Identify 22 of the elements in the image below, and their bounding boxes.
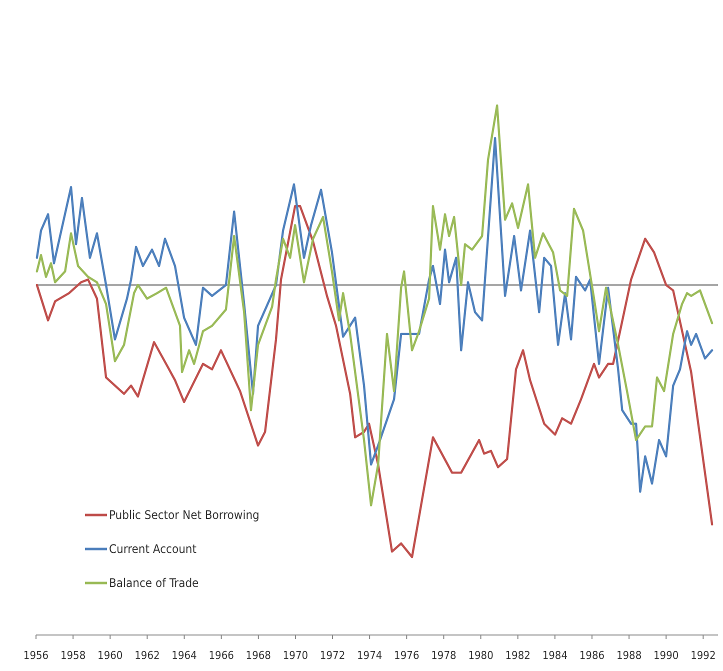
x-tick-label: 1968	[246, 649, 271, 662]
x-tick-label: 1972	[320, 649, 346, 662]
x-tick-label: 1990	[654, 649, 679, 662]
x-tick-label: 1966	[208, 649, 234, 662]
x-tick-label: 1982	[505, 649, 530, 662]
x-tick-label: 1960	[98, 649, 123, 662]
x-tick-label: 1986	[579, 649, 605, 662]
x-tick-label: 1988	[616, 649, 642, 662]
x-tick-label: 1992	[690, 649, 716, 662]
legend-label: Current Account	[109, 542, 196, 556]
x-tick-label: 1970	[282, 649, 308, 662]
x-tick-label: 1964	[172, 649, 197, 662]
x-tick-label: 1956	[23, 649, 49, 662]
x-tick-label: 1978	[431, 649, 456, 662]
x-tick-label: 1958	[60, 649, 86, 662]
x-tick-label: 1980	[468, 649, 494, 662]
x-tick-label: 1976	[394, 649, 420, 662]
x-tick-label: 1962	[134, 649, 160, 662]
legend-label: Balance of Trade	[109, 576, 200, 590]
x-tick-label: 1974	[356, 649, 382, 662]
x-tick-label: 1984	[542, 649, 568, 662]
legend-label: Public Sector Net Borrowing	[109, 508, 260, 522]
